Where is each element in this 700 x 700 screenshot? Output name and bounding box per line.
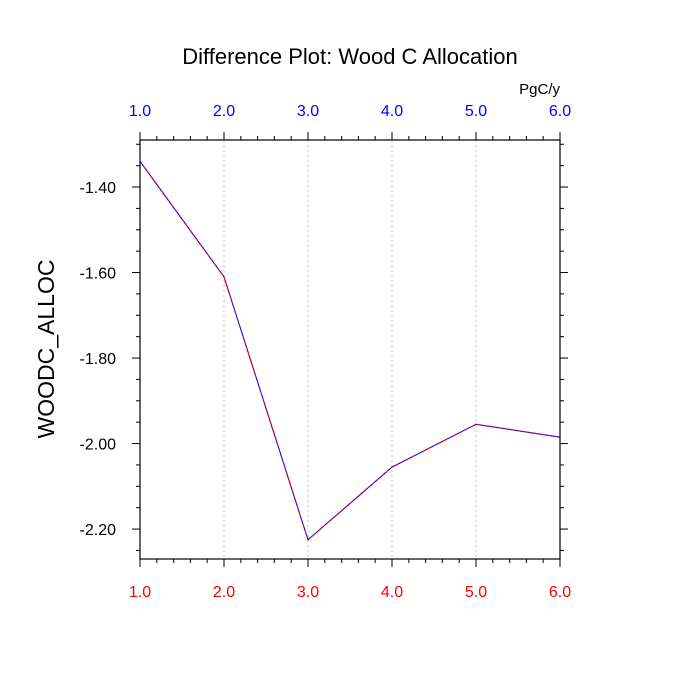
- plot-frame: [139, 139, 561, 560]
- y-tick-label: -2.00: [80, 437, 117, 454]
- data-point: [223, 276, 225, 278]
- data-point: [475, 423, 477, 425]
- series-layer: [139, 160, 561, 541]
- x-tick-label-top: 6.0: [549, 103, 571, 120]
- x-tick-label-top: 1.0: [129, 103, 151, 120]
- series-line-overlay: [139, 161, 561, 541]
- x-tick-label-bottom: 1.0: [129, 584, 151, 601]
- frame-layer: [139, 139, 561, 560]
- grid-layer: [223, 140, 477, 559]
- series-line: [139, 161, 561, 541]
- x-tick-label-top: 2.0: [213, 103, 235, 120]
- x-tick-label-top: 3.0: [297, 103, 319, 120]
- x-tick-label-top: 5.0: [465, 103, 487, 120]
- x-tick-label-top: 4.0: [381, 103, 403, 120]
- chart-title: Difference Plot: Wood C Allocation: [182, 44, 517, 69]
- x-tick-label-bottom: 4.0: [381, 584, 403, 601]
- data-point: [391, 466, 393, 468]
- x-tick-label-bottom: 5.0: [465, 584, 487, 601]
- units-label: PgC/y: [519, 81, 560, 98]
- y-tick-label: -2.20: [80, 522, 117, 539]
- y-axis-label: WOODC_ALLOC: [33, 260, 59, 439]
- data-point: [307, 539, 309, 541]
- y-tick-label: -1.40: [80, 180, 117, 197]
- y-tick-label: -1.80: [80, 351, 117, 368]
- x-tick-label-bottom: 6.0: [549, 584, 571, 601]
- x-tick-label-bottom: 2.0: [213, 584, 235, 601]
- x-tick-label-bottom: 3.0: [297, 584, 319, 601]
- tick-layer: [132, 132, 568, 567]
- y-tick-label: -1.60: [80, 266, 117, 283]
- label-layer: 1.0 2.0 3.0 4.0 5.0 6.0 1.0 2.0 3.0 4.0 5.0 6.0 -1.4…: [80, 103, 572, 601]
